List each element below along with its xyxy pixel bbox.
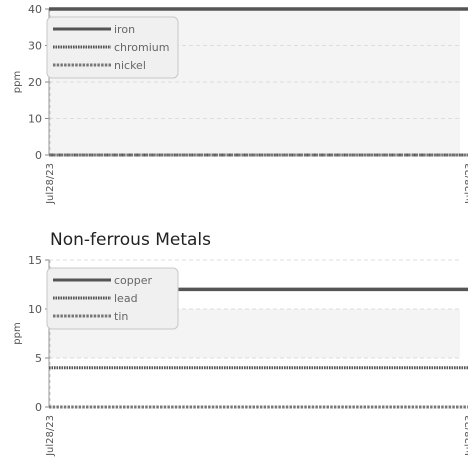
legend: copper lead tin <box>46 267 179 330</box>
legend-label-copper: copper <box>114 274 153 287</box>
legend-box <box>46 16 179 79</box>
y-tick-label: 30 <box>28 40 42 53</box>
y-tick-label: 15 <box>28 255 42 267</box>
x-tick-label: Jul28/23 <box>464 415 468 457</box>
y-tick-label: 20 <box>28 76 42 89</box>
y-tick-label: 40 <box>28 3 42 16</box>
x-tick-label: Jul28/23 <box>45 415 56 457</box>
x-tick-label: Jul28/23 <box>45 163 56 205</box>
x-tick-label: Jul28/23 <box>464 163 468 205</box>
y-tick-label: 5 <box>35 352 42 365</box>
legend: iron chromium nickel <box>46 16 179 79</box>
legend-label-iron: iron <box>114 23 135 36</box>
chart-nonferrous: 0 5 10 15 ppm Jul28/23 Jul28/23 copper lead tin <box>12 255 468 457</box>
y-tick-label: 0 <box>35 149 42 162</box>
y-tick-label: 10 <box>28 303 42 316</box>
legend-label-tin: tin <box>114 310 128 323</box>
y-tick-label: 10 <box>28 113 42 126</box>
y-axis-label: ppm <box>12 71 23 93</box>
legend-label-nickel: nickel <box>114 59 146 72</box>
legend-label-chromium: chromium <box>114 41 170 54</box>
legend-label-lead: lead <box>114 292 138 305</box>
chart-title-nonferrous: Non-ferrous Metals <box>50 230 212 250</box>
y-axis-label: ppm <box>12 322 23 344</box>
legend-box <box>46 267 179 330</box>
y-tick-label: 0 <box>35 401 42 414</box>
chart-ferrous: 0 10 20 30 40 ppm Jul28/23 Jul28/23 iron chromium… <box>12 3 468 205</box>
